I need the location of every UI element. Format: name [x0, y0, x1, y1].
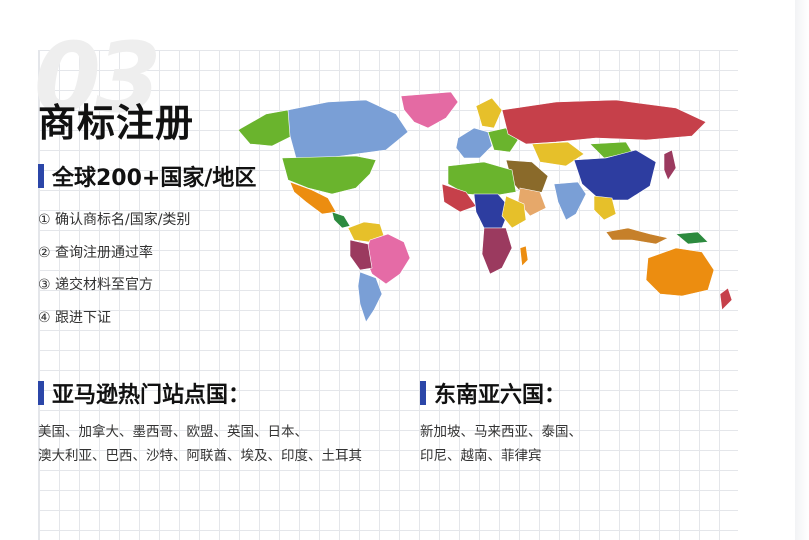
- page-title: 商标注册: [38, 101, 195, 145]
- map-alaska: [237, 109, 293, 147]
- amazon-countries-line-1: 美国、加拿大、墨西哥、欧盟、英国、日本、: [38, 424, 308, 440]
- map-greenland: [400, 91, 459, 129]
- map-southeast-asia: [593, 195, 617, 221]
- map-canada: [287, 99, 409, 159]
- map-japan: [663, 149, 677, 181]
- amazon-countries-line-2: 澳大利亚、巴西、沙特、阿联酋、埃及、印度、土耳其: [38, 448, 362, 464]
- map-argentina: [357, 271, 383, 323]
- map-east-africa: [501, 195, 527, 229]
- map-china: [573, 149, 657, 201]
- heading-accent-bar: [38, 164, 44, 188]
- map-australia: [645, 247, 715, 297]
- right-edge-shadow: [795, 0, 809, 540]
- map-southern-africa: [481, 227, 513, 275]
- sea-countries: 新加坡、马来西亚、泰国、 印尼、越南、菲律宾: [420, 420, 582, 468]
- world-map: [237, 91, 733, 323]
- map-scandinavia: [475, 97, 503, 129]
- map-russia: [501, 99, 707, 145]
- global-heading-text: 全球200+国家/地区: [52, 166, 257, 191]
- heading-accent-bar: [38, 381, 44, 405]
- step-item-1: ① 确认商标名/国家/类别: [38, 212, 191, 228]
- map-indonesia: [605, 227, 669, 245]
- map-mexico: [289, 181, 337, 215]
- map-india: [553, 181, 587, 221]
- map-peru: [349, 239, 373, 271]
- sea-countries-line-2: 印尼、越南、菲律宾: [420, 448, 542, 464]
- map-new-zealand: [719, 287, 733, 311]
- amazon-heading-text: 亚马逊热门站点国：: [52, 383, 251, 408]
- map-central-america: [331, 211, 351, 229]
- map-madagascar: [519, 245, 529, 267]
- step-item-3: ③ 递交材料至官方: [38, 277, 154, 293]
- step-item-2: ② 查询注册通过率: [38, 245, 154, 261]
- map-usa: [281, 155, 377, 195]
- map-new-guinea: [675, 231, 709, 245]
- section-number: 03: [34, 22, 162, 134]
- map-north-africa: [447, 161, 517, 197]
- amazon-heading: 亚马逊热门站点国：: [38, 377, 250, 409]
- amazon-countries: 美国、加拿大、墨西哥、欧盟、英国、日本、 澳大利亚、巴西、沙特、阿联酋、埃及、印…: [38, 420, 362, 468]
- map-west-africa: [441, 183, 477, 213]
- sea-heading-text: 东南亚六国：: [434, 383, 567, 408]
- map-arabia: [517, 187, 547, 217]
- step-item-4: ④ 跟进下证: [38, 310, 112, 326]
- heading-accent-bar: [420, 381, 426, 405]
- global-heading: 全球200+国家/地区: [38, 160, 256, 192]
- map-western-europe: [455, 127, 493, 159]
- sea-heading: 东南亚六国：: [420, 377, 566, 409]
- sea-countries-line-1: 新加坡、马来西亚、泰国、: [420, 424, 582, 440]
